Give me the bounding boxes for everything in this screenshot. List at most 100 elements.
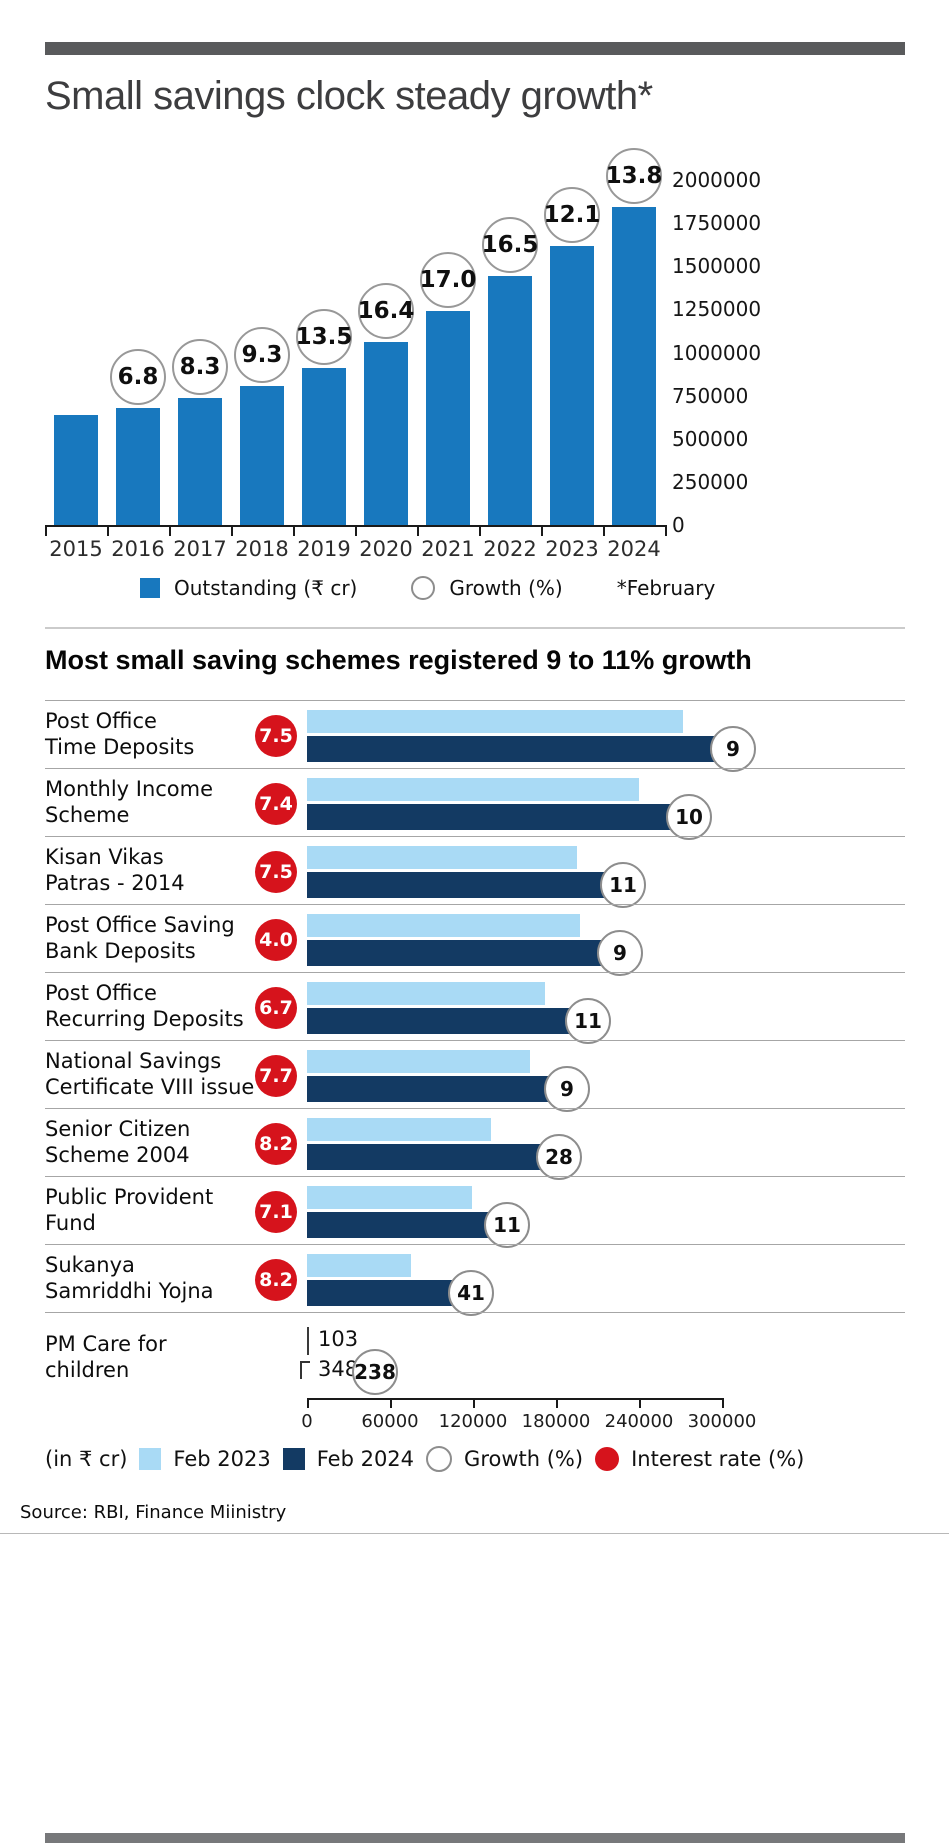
bar-feb2024 bbox=[307, 1076, 550, 1102]
value-label-feb2024: 348 bbox=[318, 1357, 359, 1381]
bar-outstanding-2018 bbox=[240, 386, 284, 525]
feb2023-legend-label: Feb 2023 bbox=[173, 1447, 271, 1471]
scheme-label: Post Office Recurring Deposits bbox=[45, 980, 255, 1032]
axis-label-value: 0 bbox=[301, 1411, 313, 1432]
section2-title: Most small saving schemes registered 9 t… bbox=[45, 645, 752, 675]
interest-rate-badge: 8.2 bbox=[255, 1123, 297, 1165]
scheme-row: Post Office Time Deposits 7.5 9 bbox=[45, 700, 905, 772]
scheme-row: PM Care for children 103 348 238 bbox=[45, 1312, 905, 1408]
section-divider bbox=[45, 627, 905, 629]
interest-rate-swatch bbox=[595, 1447, 620, 1471]
axis-tick bbox=[293, 527, 295, 536]
bar-feb2023 bbox=[307, 1050, 530, 1073]
scheme-label-line: Scheme 2004 bbox=[45, 1143, 190, 1167]
feb2023-swatch bbox=[139, 1448, 162, 1470]
axis-tick bbox=[231, 527, 233, 536]
value-label-feb2023: 103 bbox=[318, 1327, 359, 1351]
axis-tick bbox=[556, 1400, 558, 1408]
growth-bubble: 11 bbox=[484, 1202, 530, 1248]
scheme-label-line: Post Office bbox=[45, 981, 157, 1005]
scheme-row: National Savings Certificate VIII issue 7.… bbox=[45, 1040, 905, 1112]
scheme-label-line: Post Office Saving bbox=[45, 913, 235, 937]
bottom-divider-bar bbox=[45, 1833, 905, 1843]
y-axis: 0 250000 500000 750000 1000000 1250000 1500000… bbox=[672, 168, 792, 537]
outstanding-swatch bbox=[140, 578, 160, 598]
axis-tick bbox=[722, 1400, 724, 1408]
axis-label-value: 250000 bbox=[672, 469, 749, 494]
axis-label-year: 2018 bbox=[235, 537, 289, 561]
growth-bubble: 41 bbox=[448, 1270, 494, 1316]
scheme-label-line: Monthly Income bbox=[45, 777, 214, 801]
bar-outstanding-2023 bbox=[550, 246, 594, 525]
bar-feb2023 bbox=[307, 710, 683, 733]
bar-feb2024 bbox=[307, 1008, 571, 1034]
scheme-label: National Savings Certificate VIII issue bbox=[45, 1048, 255, 1100]
axis-label-year: 2023 bbox=[545, 537, 599, 561]
growth-bubble-2019: 13.5 bbox=[296, 309, 352, 365]
growth-bubble: 238 bbox=[352, 1349, 398, 1395]
axis-label-value: 1500000 bbox=[672, 254, 762, 279]
scheme-row: Senior Citizen Scheme 2004 8.2 28 bbox=[45, 1108, 905, 1180]
february-note: *February bbox=[616, 576, 716, 600]
growth-circle-swatch bbox=[426, 1446, 453, 1472]
scheme-label: Post Office Time Deposits bbox=[45, 708, 255, 760]
bar-feb2023 bbox=[307, 1254, 411, 1277]
axis-label-value: 750000 bbox=[672, 383, 749, 408]
growth-circle-swatch bbox=[411, 576, 436, 600]
growth-bubble-2018: 9.3 bbox=[234, 327, 290, 383]
x-axis-line bbox=[307, 1398, 724, 1400]
bar-outstanding-2024 bbox=[612, 207, 656, 525]
scheme-label-line: Samriddhi Yojna bbox=[45, 1279, 214, 1303]
scheme-label-line: Fund bbox=[45, 1211, 96, 1235]
axis-label-value: 180000 bbox=[521, 1411, 591, 1432]
bar-outstanding-2016 bbox=[116, 408, 160, 525]
scheme-label-line: Patras - 2014 bbox=[45, 871, 185, 895]
scheme-label: Senior Citizen Scheme 2004 bbox=[45, 1116, 255, 1168]
growth-legend-label: Growth (%) bbox=[449, 576, 563, 600]
interest-rate-badge: 8.2 bbox=[255, 1259, 297, 1301]
x-axis: 2015 2016 2017 2018 2019 2020 2021 2022 2023 2024 bbox=[45, 527, 667, 567]
scheme-label-line: Certificate VIII issue bbox=[45, 1075, 255, 1099]
scheme-row: Kisan Vikas Patras - 2014 7.5 11 bbox=[45, 836, 905, 908]
axis-label-value: 1750000 bbox=[672, 211, 762, 236]
x-axis-line bbox=[45, 525, 667, 527]
axis-tick bbox=[603, 527, 605, 536]
growth-bubble: 9 bbox=[710, 726, 756, 772]
growth-bubble: 11 bbox=[565, 998, 611, 1044]
scheme-label-line: Post Office bbox=[45, 709, 157, 733]
bar-feb2024 bbox=[307, 736, 716, 762]
schemes-bar-chart: Post Office Time Deposits 7.5 9 Monthly Inco… bbox=[45, 700, 905, 1408]
interest-rate-badge: 7.5 bbox=[255, 715, 297, 757]
bar-feb2023 bbox=[307, 778, 639, 801]
growth-bubble-2016: 6.8 bbox=[110, 349, 166, 405]
growth-bubble-2023: 12.1 bbox=[544, 187, 600, 243]
bar-feb2024 bbox=[307, 1212, 490, 1238]
axis-label-year: 2015 bbox=[49, 537, 103, 561]
bar-outstanding-2022 bbox=[488, 276, 532, 525]
interest-rate-badge: 6.7 bbox=[255, 987, 297, 1029]
bar-feb2023 bbox=[307, 914, 580, 937]
growth-bubble: 28 bbox=[536, 1134, 582, 1180]
interest-rate-badge: 4.0 bbox=[255, 919, 297, 961]
axis-label-year: 2022 bbox=[483, 537, 537, 561]
axis-tick bbox=[107, 527, 109, 536]
axis-tick bbox=[355, 527, 357, 536]
axis-label-value: 300000 bbox=[687, 1411, 757, 1432]
growth-bubble-2020: 16.4 bbox=[358, 283, 414, 339]
growth-bubble: 11 bbox=[600, 862, 646, 908]
axis-tick bbox=[479, 527, 481, 536]
bar-feb2024 bbox=[307, 1280, 454, 1306]
bar-feb2023 bbox=[307, 982, 545, 1005]
axis-label-value: 240000 bbox=[604, 1411, 674, 1432]
page-title: Small savings clock steady growth* bbox=[45, 74, 653, 118]
scheme-label: Public Provident Fund bbox=[45, 1184, 255, 1236]
bar-feb2024 bbox=[307, 872, 606, 898]
bar-outstanding-2021 bbox=[426, 311, 470, 525]
growth-bubble: 9 bbox=[544, 1066, 590, 1112]
growth-bubble: 10 bbox=[666, 794, 712, 840]
bar-feb2024 bbox=[307, 1144, 542, 1170]
axis-label-year: 2020 bbox=[359, 537, 413, 561]
bar-feb2024 bbox=[307, 940, 603, 966]
source-credit: Source: RBI, Finance Miinistry bbox=[20, 1502, 287, 1523]
